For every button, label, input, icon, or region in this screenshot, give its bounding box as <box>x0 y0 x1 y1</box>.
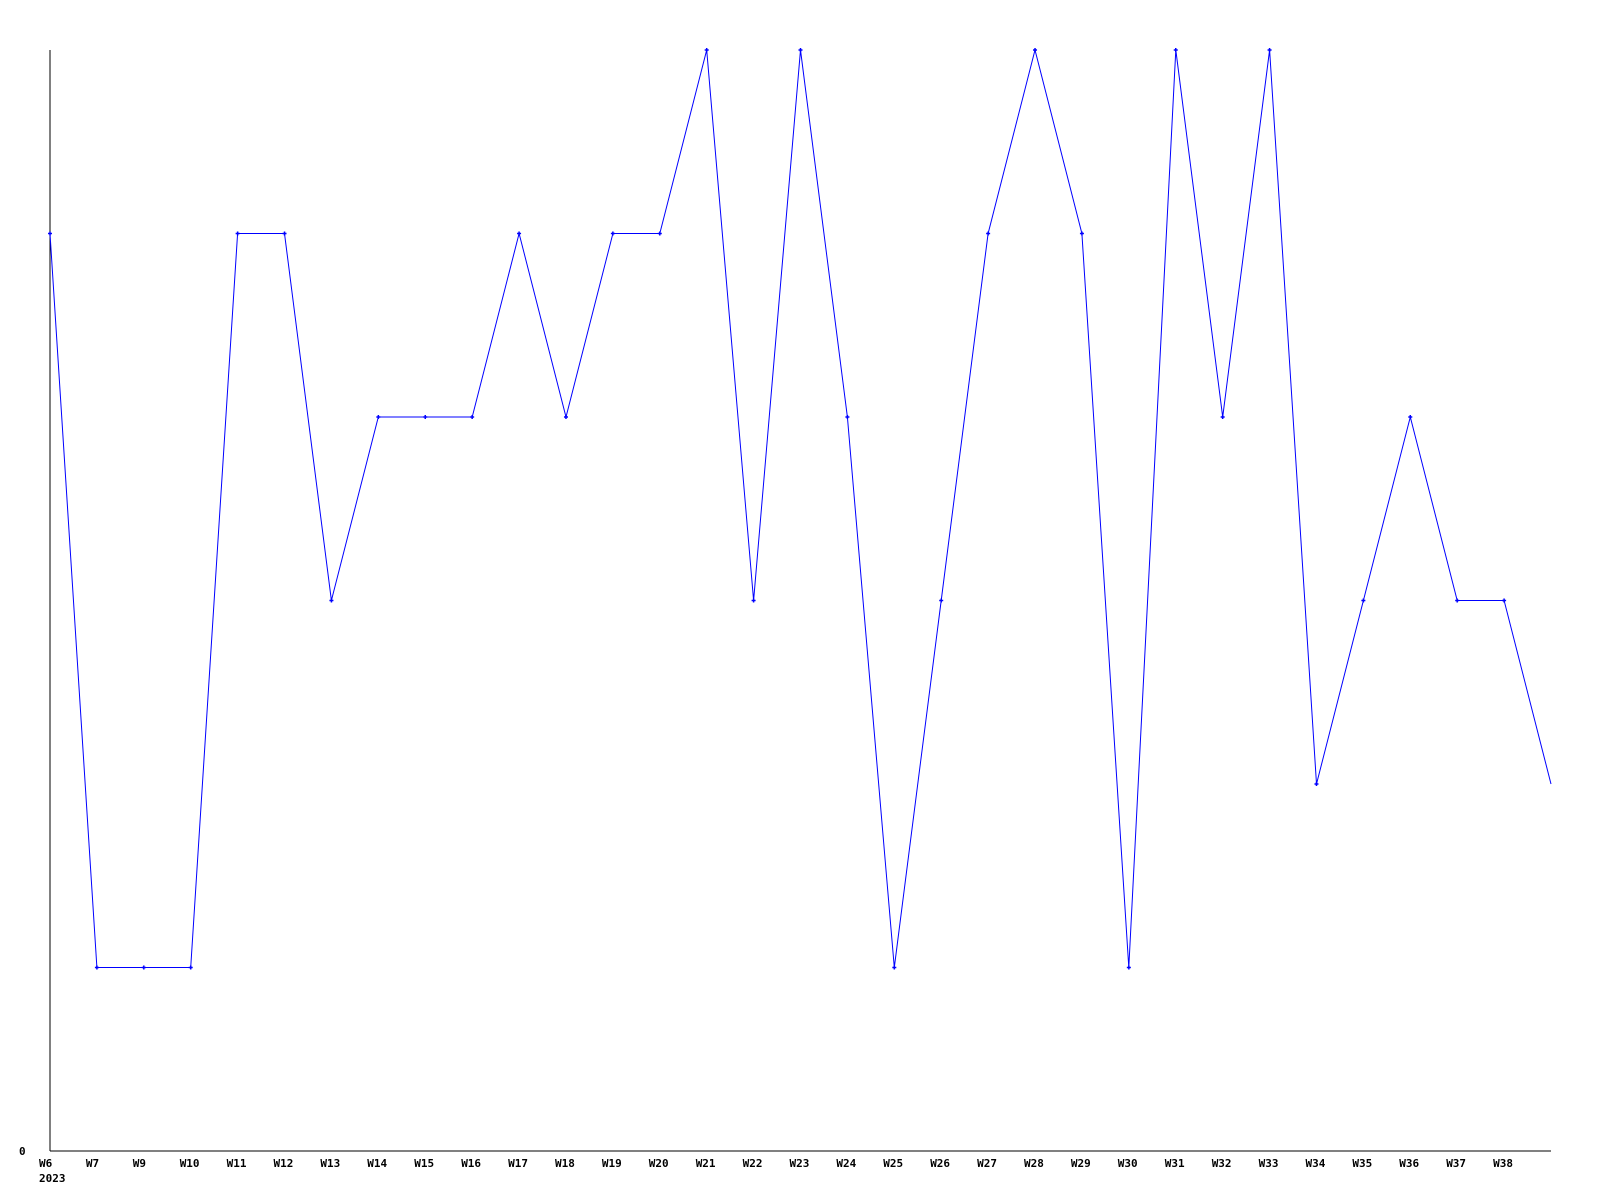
year-label: 2023 <box>39 1172 66 1185</box>
x-tick-label-w33: W33 <box>1259 1157 1279 1170</box>
x-tick-label-w9: W9 <box>133 1157 146 1170</box>
data-point-w31 <box>1173 48 1178 52</box>
x-tick-label-w22: W22 <box>743 1157 763 1170</box>
data-point-w18 <box>563 415 568 419</box>
x-tick-label-w36: W36 <box>1399 1157 1419 1170</box>
x-tick-label-w16: W16 <box>461 1157 481 1170</box>
data-point-w32 <box>1220 415 1225 419</box>
x-tick-label-w21: W21 <box>696 1157 716 1170</box>
x-tick-label-w19: W19 <box>602 1157 622 1170</box>
series-markers <box>48 48 1507 970</box>
data-point-w30 <box>1126 965 1131 970</box>
x-tick-label-w6: W6 <box>39 1157 53 1170</box>
data-point-w26 <box>939 598 944 603</box>
data-point-w15 <box>423 415 428 419</box>
data-point-w29 <box>1079 231 1084 236</box>
data-point-w35 <box>1361 598 1366 603</box>
data-point-w25 <box>892 965 897 970</box>
x-tick-label-w34: W34 <box>1306 1157 1326 1170</box>
data-point-w38 <box>1502 598 1507 603</box>
data-point-w14 <box>376 415 381 419</box>
x-tick-label-w29: W29 <box>1071 1157 1091 1170</box>
axes: 0 2023 <box>19 50 1551 1185</box>
x-tick-label-w26: W26 <box>930 1157 950 1170</box>
x-tick-label-w35: W35 <box>1352 1157 1372 1170</box>
x-tick-label-w11: W11 <box>227 1157 247 1170</box>
x-tick-label-w23: W23 <box>790 1157 810 1170</box>
series-line <box>49 49 1552 968</box>
x-tick-label-w24: W24 <box>836 1157 856 1170</box>
data-point-w10 <box>188 965 193 970</box>
data-point-w37 <box>1455 598 1460 603</box>
data-point-w34 <box>1314 782 1319 786</box>
data-point-w36 <box>1408 415 1413 419</box>
data-point-w16 <box>470 415 475 419</box>
data-point-w12 <box>282 231 287 236</box>
data-point-w24 <box>845 415 850 419</box>
data-point-w22 <box>751 598 756 603</box>
x-tick-label-w15: W15 <box>414 1157 434 1170</box>
x-tick-label-w12: W12 <box>274 1157 294 1170</box>
x-tick-label-w13: W13 <box>320 1157 340 1170</box>
x-tick-label-w32: W32 <box>1212 1157 1232 1170</box>
y-tick-label-0: 0 <box>19 1145 26 1158</box>
data-point-w27 <box>986 231 991 236</box>
data-point-w33 <box>1267 48 1272 52</box>
x-tick-label-w28: W28 <box>1024 1157 1044 1170</box>
data-point-w20 <box>657 231 662 236</box>
data-point-w9 <box>141 965 146 970</box>
x-tick-label-w31: W31 <box>1165 1157 1185 1170</box>
x-tick-label-w37: W37 <box>1446 1157 1466 1170</box>
x-tick-label-w20: W20 <box>649 1157 669 1170</box>
data-point-w13 <box>329 598 334 603</box>
x-tick-labels: W6 W7 W9 W10 W11 W12 W13 W14 W15 W16 W17 W18 W19 W20 W… <box>39 1157 1513 1170</box>
data-point-w7 <box>94 965 99 970</box>
data-point-w21 <box>704 48 709 52</box>
x-tick-label-w10: W10 <box>180 1157 200 1170</box>
x-tick-label-w38: W38 <box>1493 1157 1513 1170</box>
x-tick-label-w14: W14 <box>367 1157 387 1170</box>
x-tick-label-w27: W27 <box>977 1157 997 1170</box>
x-tick-label-w18: W18 <box>555 1157 575 1170</box>
data-point-w28 <box>1033 48 1038 52</box>
data-point-w6 <box>48 231 52 236</box>
x-tick-label-w30: W30 <box>1118 1157 1138 1170</box>
x-tick-label-w7: W7 <box>86 1157 99 1170</box>
data-point-w17 <box>517 231 522 236</box>
data-point-w19 <box>610 231 615 236</box>
data-point-w11 <box>235 231 240 236</box>
data-point-w23 <box>798 48 803 52</box>
x-tick-label-w25: W25 <box>883 1157 903 1170</box>
x-tick-label-w17: W17 <box>508 1157 528 1170</box>
